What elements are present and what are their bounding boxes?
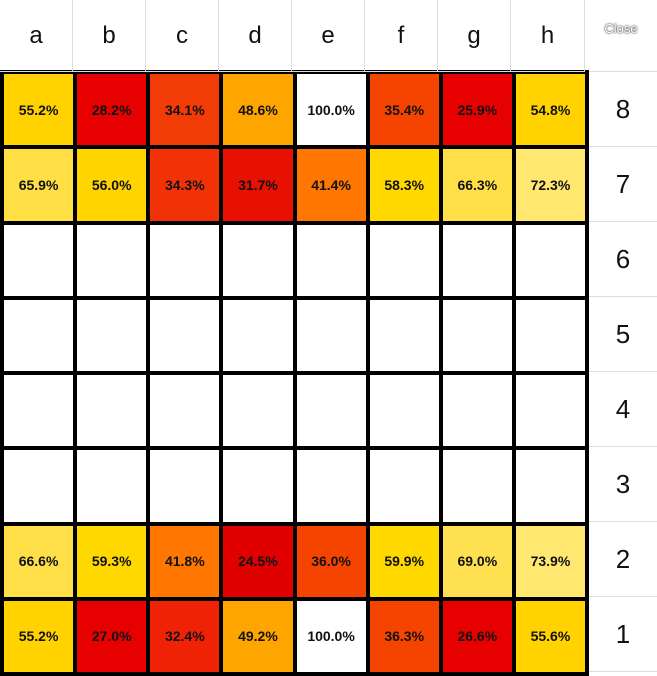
square	[150, 375, 220, 447]
square	[150, 299, 220, 371]
square: 36.3%	[369, 600, 439, 672]
square: 54.8%	[515, 74, 585, 146]
square: 25.9%	[442, 74, 512, 146]
square	[296, 224, 366, 296]
square: 24.5%	[223, 525, 293, 597]
board: 55.2% 28.2% 34.1% 48.6% 100.0% 35.4% 25.9% 54.8…	[0, 70, 589, 676]
square	[77, 375, 147, 447]
square	[442, 299, 512, 371]
square	[369, 224, 439, 296]
square	[515, 299, 585, 371]
square	[223, 224, 293, 296]
rank-label: 3	[589, 447, 657, 522]
square: 58.3%	[369, 149, 439, 221]
square: 32.4%	[150, 600, 220, 672]
square	[369, 375, 439, 447]
square: 55.2%	[4, 600, 74, 672]
rank-label: 7	[589, 147, 657, 222]
rank-label: 4	[589, 372, 657, 447]
square	[296, 375, 366, 447]
square: 41.4%	[296, 149, 366, 221]
square	[150, 450, 220, 522]
square	[296, 450, 366, 522]
file-label: d	[219, 0, 292, 72]
square: 55.2%	[4, 74, 74, 146]
square	[223, 450, 293, 522]
file-label: f	[365, 0, 438, 72]
square	[369, 299, 439, 371]
rank-label: 5	[589, 297, 657, 372]
square	[77, 450, 147, 522]
square	[77, 224, 147, 296]
square: 35.4%	[369, 74, 439, 146]
square: 27.0%	[77, 600, 147, 672]
square: 59.3%	[77, 525, 147, 597]
square: 28.2%	[77, 74, 147, 146]
square: 49.2%	[223, 600, 293, 672]
rank-label: 6	[589, 222, 657, 297]
square	[515, 450, 585, 522]
square	[442, 224, 512, 296]
file-label: a	[0, 0, 73, 72]
square	[442, 450, 512, 522]
square	[515, 224, 585, 296]
square	[150, 224, 220, 296]
square: 56.0%	[77, 149, 147, 221]
square: 34.1%	[150, 74, 220, 146]
square: 31.7%	[223, 149, 293, 221]
file-label: g	[438, 0, 511, 72]
rank-label: 1	[589, 597, 657, 672]
square: 55.6%	[515, 600, 585, 672]
square: 73.9%	[515, 525, 585, 597]
rank-label: 2	[589, 522, 657, 597]
square	[4, 224, 74, 296]
square: 41.8%	[150, 525, 220, 597]
square: 26.6%	[442, 600, 512, 672]
square	[4, 299, 74, 371]
square	[223, 375, 293, 447]
square	[4, 375, 74, 447]
square: 100.0%	[296, 74, 366, 146]
close-button[interactable]: Close	[585, 0, 657, 72]
square	[223, 299, 293, 371]
square: 65.9%	[4, 149, 74, 221]
file-label: c	[146, 0, 219, 72]
square: 100.0%	[296, 600, 366, 672]
square: 72.3%	[515, 149, 585, 221]
square: 66.6%	[4, 525, 74, 597]
square: 34.3%	[150, 149, 220, 221]
file-label: h	[511, 0, 585, 72]
file-label: b	[73, 0, 146, 72]
square: 69.0%	[442, 525, 512, 597]
square	[77, 299, 147, 371]
rank-label: 8	[589, 72, 657, 147]
square	[296, 299, 366, 371]
square: 59.9%	[369, 525, 439, 597]
square	[4, 450, 74, 522]
square	[515, 375, 585, 447]
square	[369, 450, 439, 522]
square: 48.6%	[223, 74, 293, 146]
file-label: e	[292, 0, 365, 72]
square	[442, 375, 512, 447]
square: 36.0%	[296, 525, 366, 597]
square: 66.3%	[442, 149, 512, 221]
